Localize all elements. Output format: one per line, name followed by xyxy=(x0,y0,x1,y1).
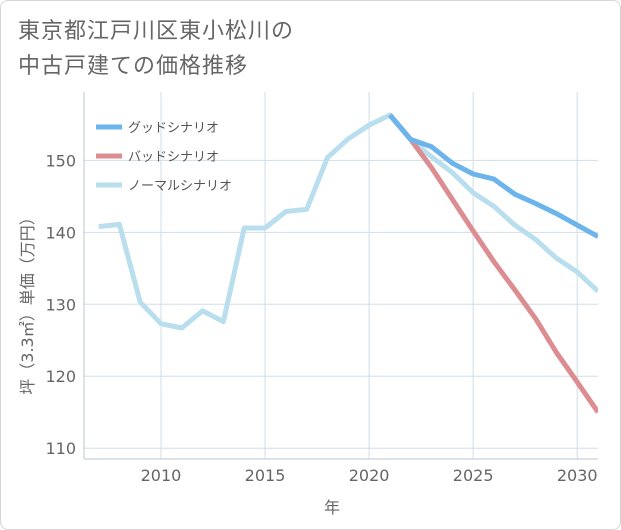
chart-title-line2: 中古戸建ての価格推移 xyxy=(18,54,249,79)
series-line-3 xyxy=(98,112,598,331)
y-tick-label: 140 xyxy=(45,223,76,242)
x-tick-label: 2015 xyxy=(245,466,286,485)
tick-labels: 2010 2015 2020 2025 2030 110 120 130 140 150 xyxy=(45,151,597,485)
x-tick-label: 2025 xyxy=(453,466,494,485)
grid xyxy=(84,92,598,459)
y-tick-label: 110 xyxy=(45,439,76,458)
series-line-2 xyxy=(387,113,598,414)
series-line-1 xyxy=(387,113,598,239)
y-tick-label: 120 xyxy=(45,367,76,386)
x-tick-label: 2030 xyxy=(557,466,598,485)
x-tick-label: 2010 xyxy=(141,466,182,485)
plot-area xyxy=(83,92,598,460)
x-axis-label: 年 xyxy=(324,498,340,517)
y-tick-label: 150 xyxy=(45,151,76,170)
legend-label-1: グッドシナリオ xyxy=(128,121,219,136)
chart-title: 東京都江戸川区東小松川の 中古戸建ての価格推移 xyxy=(18,14,294,84)
chart-title-line1: 東京都江戸川区東小松川の xyxy=(18,19,295,44)
y-axis-label: 坪（3.3㎡）単価（万円） xyxy=(18,209,37,394)
x-tick-label: 2020 xyxy=(349,466,390,485)
legend-label-3: ノーマルシナリオ xyxy=(128,179,232,194)
legend-label-2: バッドシナリオ xyxy=(128,150,219,165)
y-tick-label: 130 xyxy=(45,295,76,314)
series-layer xyxy=(98,112,598,414)
